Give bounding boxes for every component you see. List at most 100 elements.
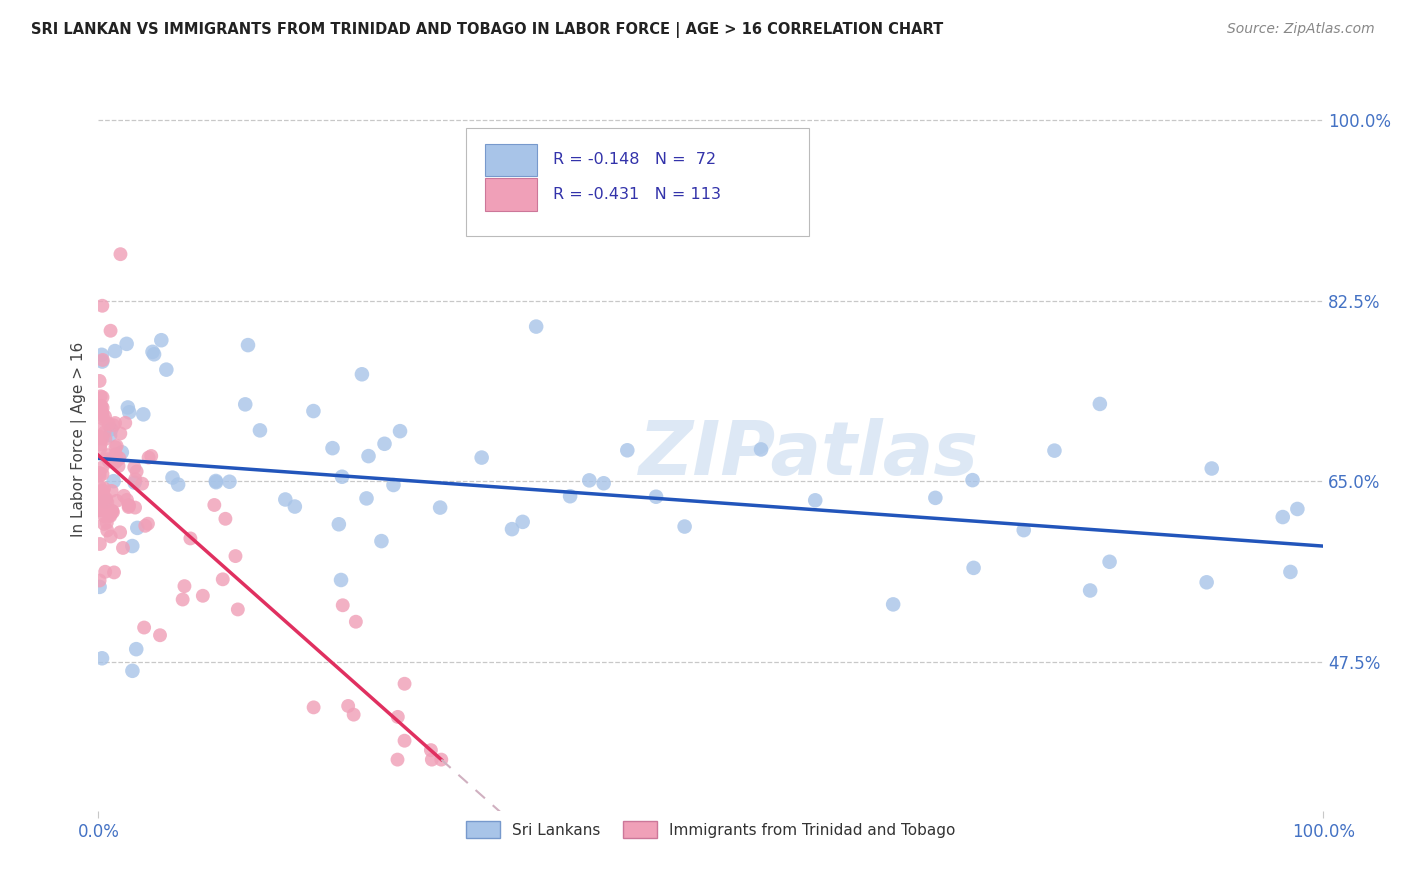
Point xyxy=(155,362,177,376)
Point xyxy=(117,500,139,514)
Text: ZIPatlas: ZIPatlas xyxy=(638,418,979,491)
Text: Source: ZipAtlas.com: Source: ZipAtlas.com xyxy=(1227,22,1375,37)
Point xyxy=(96,516,118,530)
Point xyxy=(394,677,416,691)
Point xyxy=(205,474,228,488)
Point xyxy=(512,515,534,529)
Point xyxy=(108,525,131,540)
Point xyxy=(104,344,127,359)
Point xyxy=(350,368,373,382)
Point xyxy=(387,753,409,767)
Point xyxy=(107,458,129,473)
Point xyxy=(249,423,271,437)
Point xyxy=(179,532,201,546)
Point xyxy=(125,465,148,479)
Point xyxy=(91,299,114,313)
Point xyxy=(124,500,146,515)
Point xyxy=(91,406,114,420)
Point xyxy=(1201,461,1223,475)
Point xyxy=(962,561,984,575)
Point xyxy=(89,431,111,445)
Point xyxy=(89,466,111,480)
Point xyxy=(924,491,946,505)
Point xyxy=(419,743,441,757)
FancyBboxPatch shape xyxy=(485,178,537,211)
Point xyxy=(91,390,114,404)
Point xyxy=(124,475,146,490)
Point xyxy=(105,439,128,453)
Point xyxy=(382,478,405,492)
Point xyxy=(370,534,392,549)
Point xyxy=(91,460,114,475)
Point xyxy=(93,482,115,496)
Point xyxy=(90,494,112,508)
Point xyxy=(89,437,111,451)
Point xyxy=(429,500,451,515)
Point xyxy=(91,401,114,415)
Point xyxy=(118,499,141,513)
Point xyxy=(91,490,114,504)
Point xyxy=(118,498,141,512)
Point xyxy=(93,516,115,531)
Point xyxy=(143,347,166,361)
Point xyxy=(125,642,148,657)
Point xyxy=(1043,443,1066,458)
Point xyxy=(104,440,127,454)
Point xyxy=(96,448,118,462)
Point xyxy=(420,753,443,767)
Point xyxy=(1098,555,1121,569)
Point xyxy=(274,492,297,507)
Point xyxy=(98,508,121,523)
Point xyxy=(882,598,904,612)
Point xyxy=(96,495,118,509)
Point xyxy=(100,422,122,436)
Point xyxy=(103,566,125,580)
Point xyxy=(356,491,378,506)
Point xyxy=(394,733,416,747)
Point xyxy=(100,483,122,498)
Point xyxy=(101,505,124,519)
Point xyxy=(112,489,135,503)
Point xyxy=(337,698,360,713)
Point xyxy=(141,449,163,463)
Point xyxy=(150,333,173,347)
Point xyxy=(211,572,233,586)
Point xyxy=(343,707,366,722)
Point xyxy=(94,409,117,424)
Point xyxy=(91,651,114,665)
Point xyxy=(226,602,249,616)
Point xyxy=(202,498,225,512)
Point xyxy=(673,519,696,533)
Point xyxy=(616,443,638,458)
Point xyxy=(121,539,143,553)
Point xyxy=(124,460,146,475)
Point xyxy=(141,344,163,359)
Point xyxy=(430,753,453,767)
Point xyxy=(89,501,111,516)
Point xyxy=(90,399,112,413)
Point xyxy=(110,247,132,261)
Point xyxy=(108,451,131,466)
Point xyxy=(117,401,139,415)
Point xyxy=(89,468,111,483)
Point xyxy=(131,476,153,491)
Point xyxy=(645,490,668,504)
Point xyxy=(1088,397,1111,411)
Point xyxy=(98,428,121,442)
Point xyxy=(471,450,494,465)
Point xyxy=(89,574,111,588)
Text: SRI LANKAN VS IMMIGRANTS FROM TRINIDAD AND TOBAGO IN LABOR FORCE | AGE > 16 CORR: SRI LANKAN VS IMMIGRANTS FROM TRINIDAD A… xyxy=(31,22,943,38)
Point xyxy=(89,442,111,456)
Point xyxy=(804,493,827,508)
FancyBboxPatch shape xyxy=(465,128,808,235)
Point xyxy=(89,491,111,506)
Point xyxy=(1078,583,1101,598)
Point xyxy=(89,487,111,501)
Point xyxy=(97,505,120,519)
Point xyxy=(89,503,111,517)
Point xyxy=(115,492,138,507)
Point xyxy=(115,336,138,351)
FancyBboxPatch shape xyxy=(485,144,537,177)
Point xyxy=(94,432,117,446)
Point xyxy=(105,453,128,467)
